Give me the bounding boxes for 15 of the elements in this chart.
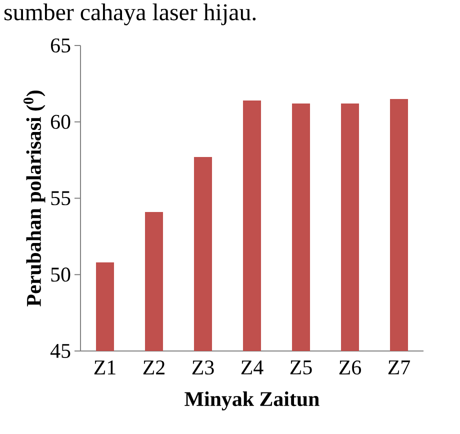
y-tick-label: 60 <box>50 114 70 129</box>
y-tick-label: 50 <box>51 268 70 282</box>
x-tick-label: Z7 <box>388 360 410 374</box>
x-tick-label: Z2 <box>143 360 164 374</box>
x-axis-title: Minyak Zaitun <box>184 391 320 410</box>
x-tick-label: Z6 <box>339 360 362 375</box>
y-axis-title: Perubahan polarisasi ($^{0}$) <box>24 90 46 306</box>
y-tick-label: 45 <box>50 344 70 358</box>
x-tick-label: Z3 <box>192 360 214 375</box>
text: sumber cahaya laser hijau. <box>4 4 256 26</box>
y-tick-label: 55 <box>51 191 70 206</box>
x-tick-label: Z5 <box>290 360 312 374</box>
x-tick-label: Z4 <box>241 360 264 374</box>
x-tick-label: Z1 <box>94 360 116 374</box>
y-tick-label: 65 <box>50 38 70 53</box>
